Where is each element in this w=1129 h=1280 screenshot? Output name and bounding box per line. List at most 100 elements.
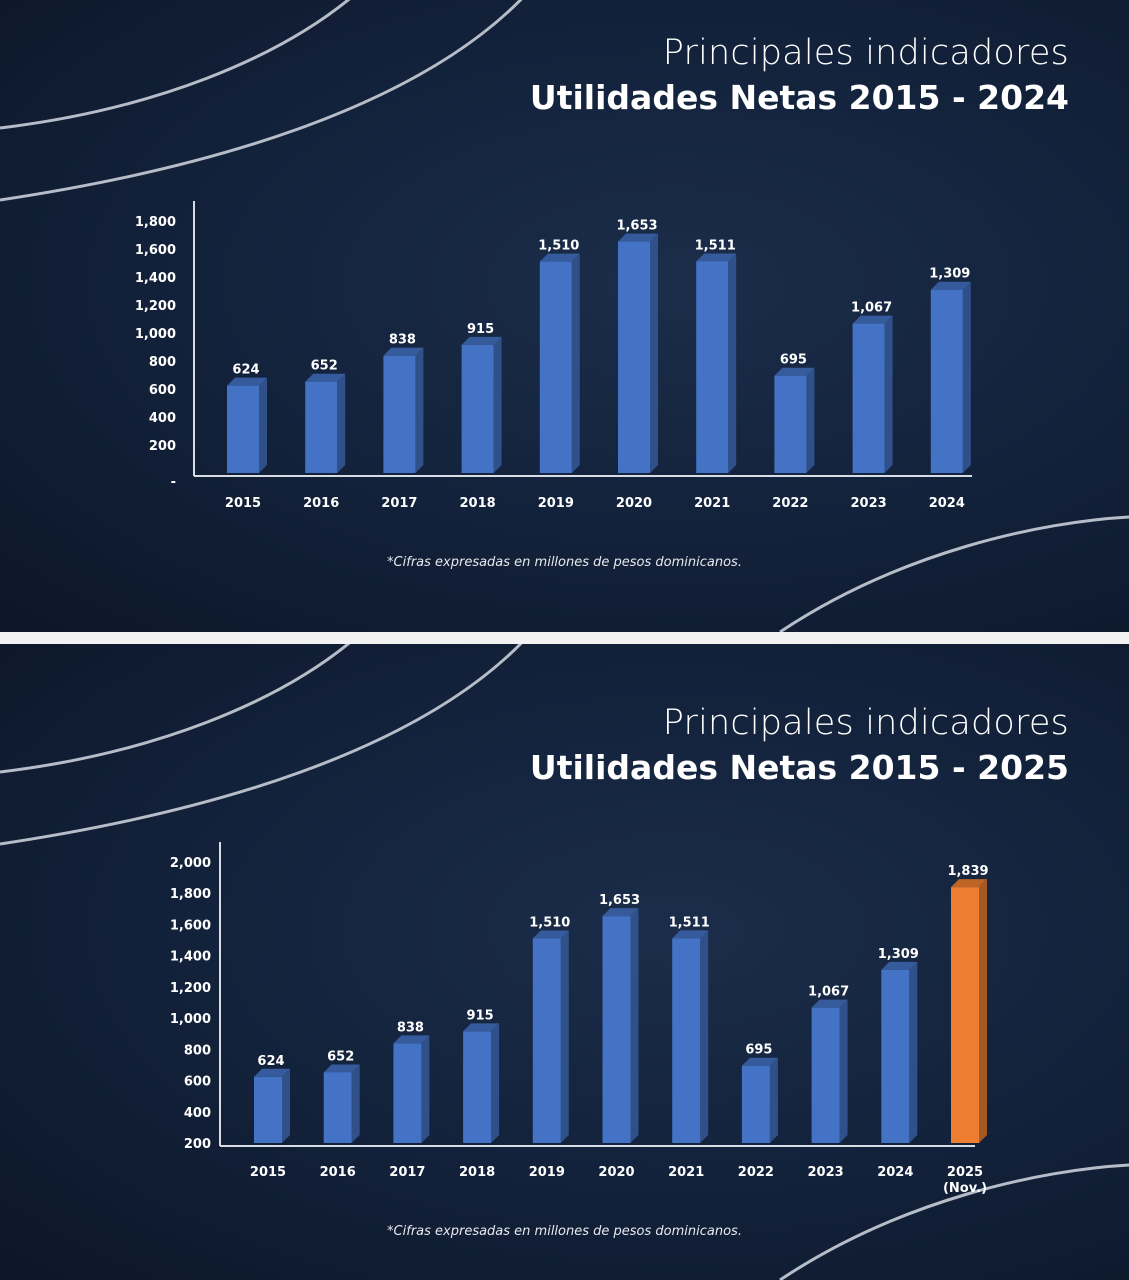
bar-top <box>254 1068 290 1077</box>
chart-panel-2015-2025: 200 400 600 800 1,000 1,200 1,400 1,600 1,800 2,0… <box>0 644 1129 1280</box>
y-tick-label: 1,200 <box>135 299 176 314</box>
bar-side <box>282 1068 290 1143</box>
y-tick-label: 1,800 <box>170 887 211 902</box>
bar <box>741 1065 770 1143</box>
bar-side <box>421 1035 430 1143</box>
x-tick-label: 2015 <box>250 1165 286 1180</box>
bar <box>463 1031 492 1143</box>
bar-side <box>259 377 267 473</box>
bar-top <box>539 253 580 262</box>
x-tick-label: 2019 <box>529 1165 565 1180</box>
bar-top <box>930 281 971 290</box>
bar-top <box>852 315 893 324</box>
bar-top <box>532 930 569 939</box>
bar <box>461 344 494 473</box>
bar-top <box>741 1057 778 1066</box>
bar-side <box>839 999 848 1143</box>
bar-top <box>393 1035 430 1044</box>
y-tick-label: 1,200 <box>170 981 211 996</box>
bar <box>881 969 910 1143</box>
chart-note: *Cifras expresadas en millones de pesos … <box>387 1224 742 1239</box>
x-tick-label: 2020 <box>616 496 652 511</box>
data-label: 1,067 <box>851 301 892 316</box>
data-label: 695 <box>745 1043 772 1058</box>
bar <box>811 1007 840 1143</box>
bar-chart: - 200 400 600 800 1,000 1,200 1,400 1,600 1,800 62… <box>0 0 1129 632</box>
chart-supertitle: Principales indicadores <box>662 703 1069 743</box>
x-tick-label: 2023 <box>851 496 887 511</box>
data-label: 1,309 <box>878 947 919 962</box>
bar-chart: 200 400 600 800 1,000 1,200 1,400 1,600 1,800 2,0… <box>0 644 1129 1280</box>
bar-top <box>774 367 815 376</box>
decorative-curve <box>0 644 351 774</box>
data-label: 1,839 <box>947 864 988 879</box>
y-tick-label: - <box>171 475 176 490</box>
bar-top <box>463 1023 500 1032</box>
bar-top <box>305 373 346 382</box>
y-tick-label: 400 <box>184 1106 211 1121</box>
x-tick-sublabel: (Nov.) <box>943 1181 987 1196</box>
bar <box>383 355 416 473</box>
bar-side <box>884 315 893 473</box>
bar <box>227 385 259 473</box>
x-tick-label: 2022 <box>772 496 808 511</box>
bar-side <box>337 373 346 473</box>
y-tick-label: 1,600 <box>135 243 176 258</box>
bar-top <box>383 347 424 356</box>
bar-side <box>769 1057 778 1143</box>
x-tick-label: 2024 <box>877 1165 913 1180</box>
bar-top <box>461 336 502 345</box>
y-tick-label: 400 <box>149 411 176 426</box>
bar-top <box>811 999 848 1008</box>
bar <box>696 261 729 473</box>
bar-top <box>602 908 639 917</box>
bar-side <box>571 253 580 473</box>
y-tick-label: 200 <box>184 1137 211 1152</box>
bar <box>930 289 963 473</box>
bar-side <box>962 281 971 473</box>
chart-panel-2015-2024: - 200 400 600 800 1,000 1,200 1,400 1,600 1,800 62… <box>0 0 1129 632</box>
data-label: 1,309 <box>929 267 970 282</box>
data-label: 1,653 <box>616 219 657 234</box>
data-label: 1,511 <box>669 915 710 930</box>
data-label: 1,511 <box>695 238 736 253</box>
y-tick-label: 600 <box>184 1075 211 1090</box>
bar-side <box>493 336 502 473</box>
bar-side <box>351 1064 360 1143</box>
bar-side <box>806 367 815 473</box>
bar <box>393 1043 422 1143</box>
bar <box>774 375 807 473</box>
data-label: 1,653 <box>599 893 640 908</box>
x-tick-label: 2018 <box>460 496 496 511</box>
y-tick-label: 1,400 <box>135 271 176 286</box>
x-tick-label: 2016 <box>303 496 339 511</box>
bar-side <box>700 930 709 1143</box>
bar-top <box>227 377 267 386</box>
y-tick-label: 1,000 <box>135 327 176 342</box>
x-tick-label: 2017 <box>381 496 417 511</box>
y-tick-label: 800 <box>184 1043 211 1058</box>
data-label: 652 <box>311 359 338 374</box>
bar <box>532 938 561 1143</box>
bar <box>305 381 338 473</box>
bar-top <box>323 1064 360 1073</box>
decorative-curve <box>779 1163 1129 1280</box>
decorative-curve <box>0 0 523 202</box>
data-label: 915 <box>467 1008 494 1023</box>
y-tick-label: 200 <box>149 439 176 454</box>
data-label: 1,510 <box>538 239 579 254</box>
data-label: 838 <box>397 1020 424 1035</box>
chart-note: *Cifras expresadas en millones de pesos … <box>387 555 742 570</box>
bar <box>951 887 979 1143</box>
data-label: 915 <box>467 322 494 337</box>
x-tick-label: 2021 <box>668 1165 704 1180</box>
bar <box>323 1072 352 1143</box>
chart-title: Utilidades Netas 2015 - 2024 <box>529 78 1069 117</box>
y-tick-label: 1,600 <box>170 918 211 933</box>
bar-top <box>672 930 709 939</box>
chart-supertitle: Principales indicadores <box>662 33 1069 73</box>
y-tick-label: 1,400 <box>170 950 211 965</box>
y-tick-label: 1,000 <box>170 1012 211 1027</box>
decorative-curve <box>0 0 351 130</box>
bar-side <box>630 908 639 1143</box>
